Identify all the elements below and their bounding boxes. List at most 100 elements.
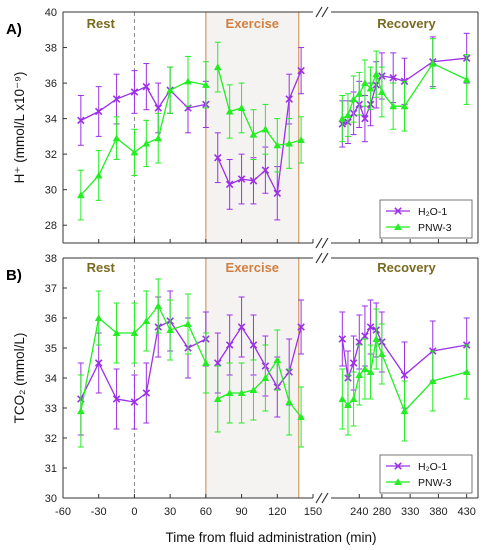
axis-break-mark <box>321 252 329 264</box>
y-tick-label: 36 <box>45 313 57 325</box>
exercise-label: Exercise <box>226 16 280 31</box>
triangle-marker <box>361 79 369 87</box>
legend-label: PNW-3 <box>418 477 452 489</box>
triangle-marker <box>285 139 293 147</box>
x-marker <box>112 95 121 103</box>
panel-a: 28 30 32 34 36 38 40 A) H⁺ (mmol/L x10⁻⁹) Rest Exe… <box>6 6 479 249</box>
triangle-marker <box>94 314 103 322</box>
x-marker <box>94 359 103 367</box>
axis-break-mark <box>321 237 329 249</box>
axis-break-mark <box>315 237 323 249</box>
triangle-marker <box>225 107 234 115</box>
x-tick-label: 0 <box>131 506 137 518</box>
axis-break-mark <box>315 6 323 18</box>
x-marker <box>142 82 151 91</box>
x-marker <box>249 341 258 349</box>
triangle-marker <box>166 86 174 94</box>
x-marker <box>130 88 139 96</box>
x-marker <box>285 95 293 103</box>
triangle-marker <box>94 171 103 179</box>
triangle-marker <box>462 75 471 83</box>
x-marker <box>400 371 409 379</box>
triangle-marker <box>372 335 381 343</box>
legend: H₂O-1 PNW-3 <box>379 454 473 494</box>
x-axis-label: Time from fluid administration (min) <box>165 530 376 545</box>
triangle-marker <box>142 317 151 325</box>
y-tick-label: 40 <box>45 7 57 19</box>
x-marker <box>225 341 234 349</box>
triangle-marker <box>297 413 305 421</box>
triangle-marker <box>366 84 375 92</box>
x-tick-label: 60 <box>200 506 212 518</box>
triangle-marker <box>372 70 381 78</box>
triangle-marker <box>273 141 282 149</box>
x-marker <box>237 323 246 331</box>
triangle-marker <box>273 356 282 364</box>
triangle-marker <box>184 320 192 328</box>
triangle-marker <box>261 125 270 133</box>
y-tick-label: 33 <box>45 403 57 415</box>
legend-label: H₂O-1 <box>418 206 447 218</box>
triangle-marker <box>77 407 85 415</box>
x-marker <box>361 332 369 340</box>
triangle-marker <box>366 368 375 376</box>
x-tick-label: 330 <box>401 506 419 518</box>
triangle-marker <box>130 329 139 337</box>
y-tick-label: 38 <box>45 253 57 265</box>
x-tick-label: 240 <box>350 506 368 518</box>
panel-b: 30 31 32 33 34 35 36 37 38 -60 -30 0 30 60 90 120 150 240… <box>6 252 479 518</box>
exercise-label: Exercise <box>226 260 280 275</box>
triangle-marker <box>349 395 358 403</box>
legend-box <box>379 199 473 239</box>
x-tick-label: 280 <box>373 506 391 518</box>
triangle-marker <box>389 102 397 110</box>
y-tick-label: 34 <box>45 114 57 126</box>
x-marker <box>142 389 151 397</box>
axis-break-mark <box>315 252 323 264</box>
triangle-marker <box>249 386 258 394</box>
recovery-label: Recovery <box>377 260 436 275</box>
y-axis-label: TCO₂ (mmol/L) <box>12 333 27 424</box>
x-marker <box>273 189 282 198</box>
y-tick-label: 37 <box>45 283 57 295</box>
x-tick-label: -30 <box>91 506 107 518</box>
triangle-marker <box>142 139 151 147</box>
x-tick-label: 150 <box>304 506 322 518</box>
x-tick-label: 120 <box>268 506 286 518</box>
series-h2o-1 <box>77 290 471 436</box>
x-marker <box>297 323 305 331</box>
triangle-marker <box>184 77 192 85</box>
x-marker <box>112 395 121 403</box>
rest-label: Rest <box>87 16 116 31</box>
axis-break-mark <box>315 492 323 504</box>
series-pnw-3 <box>77 38 471 221</box>
x-tick-label: 430 <box>458 506 476 518</box>
panel-label: B) <box>6 267 22 284</box>
x-marker <box>225 180 234 189</box>
x-tick-label: 30 <box>164 506 176 518</box>
y-tick-label: 38 <box>45 43 57 55</box>
triangle-marker <box>154 302 163 310</box>
x-marker <box>349 359 358 367</box>
triangle-marker <box>202 81 210 88</box>
x-marker <box>237 175 246 183</box>
triangle-marker <box>77 191 85 199</box>
rest-label: Rest <box>87 260 116 275</box>
legend: H₂O-1 PNW-3 <box>379 199 473 239</box>
triangle-marker <box>166 326 174 334</box>
series-pnw-3 <box>77 278 471 448</box>
axis-break-mark <box>321 492 329 504</box>
x-marker <box>394 207 402 215</box>
x-marker <box>94 107 103 116</box>
x-marker <box>77 116 85 125</box>
triangle-marker <box>355 371 364 379</box>
triangle-marker <box>261 374 270 382</box>
triangle-marker <box>394 478 402 486</box>
triangle-marker <box>130 148 139 156</box>
y-tick-label: 32 <box>45 433 57 445</box>
triangle-marker <box>338 114 347 122</box>
triangle-marker <box>225 389 234 397</box>
exercise-region <box>205 12 299 243</box>
legend-box <box>379 454 473 494</box>
